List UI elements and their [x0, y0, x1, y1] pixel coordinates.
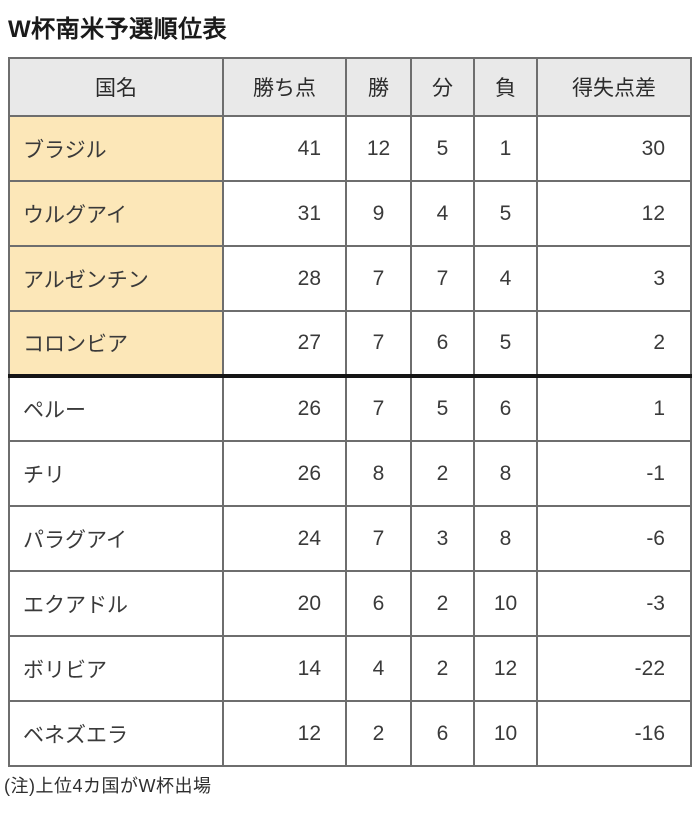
column-header-win: 勝 [345, 57, 412, 117]
table-row: パラグアイ 24 7 3 8 -6 [8, 505, 692, 572]
country-cell: コロンビア [8, 310, 224, 378]
draw-cell: 2 [410, 635, 475, 702]
draw-cell: 6 [410, 310, 475, 378]
win-cell: 8 [345, 440, 412, 507]
points-cell: 27 [222, 310, 347, 378]
table-row: アルゼンチン 28 7 7 4 3 [8, 245, 692, 312]
goal-diff-cell: -16 [536, 700, 692, 767]
country-cell: アルゼンチン [8, 245, 224, 312]
loss-cell: 10 [473, 570, 538, 637]
draw-cell: 3 [410, 505, 475, 572]
points-cell: 24 [222, 505, 347, 572]
draw-cell: 7 [410, 245, 475, 312]
loss-cell: 8 [473, 440, 538, 507]
goal-diff-cell: 1 [536, 375, 692, 442]
win-cell: 4 [345, 635, 412, 702]
country-cell: ベネズエラ [8, 700, 224, 767]
points-cell: 31 [222, 180, 347, 247]
win-cell: 7 [345, 505, 412, 572]
draw-cell: 5 [410, 375, 475, 442]
table-row: ボリビア 14 4 2 12 -22 [8, 635, 692, 702]
table-row: ブラジル 41 12 5 1 30 [8, 115, 692, 182]
goal-diff-cell: -22 [536, 635, 692, 702]
loss-cell: 10 [473, 700, 538, 767]
goal-diff-cell: 30 [536, 115, 692, 182]
country-cell: パラグアイ [8, 505, 224, 572]
table-row-qualification-cutoff: コロンビア 27 7 6 5 2 [8, 310, 692, 378]
header-row: 国名 勝ち点 勝 分 負 得失点差 [8, 57, 692, 117]
column-header-points: 勝ち点 [222, 57, 347, 117]
draw-cell: 2 [410, 570, 475, 637]
country-cell: ボリビア [8, 635, 224, 702]
loss-cell: 5 [473, 310, 538, 378]
goal-diff-cell: -1 [536, 440, 692, 507]
win-cell: 12 [345, 115, 412, 182]
country-cell: ウルグアイ [8, 180, 224, 247]
country-cell: チリ [8, 440, 224, 507]
win-cell: 9 [345, 180, 412, 247]
standings-table: 国名 勝ち点 勝 分 負 得失点差 ブラジル 41 12 5 1 30 ウルグア… [8, 57, 692, 767]
draw-cell: 6 [410, 700, 475, 767]
loss-cell: 1 [473, 115, 538, 182]
goal-diff-cell: 2 [536, 310, 692, 378]
table-header: 国名 勝ち点 勝 分 負 得失点差 [8, 57, 692, 117]
draw-cell: 5 [410, 115, 475, 182]
table-body: ブラジル 41 12 5 1 30 ウルグアイ 31 9 4 5 12 アルゼン… [8, 115, 692, 767]
points-cell: 12 [222, 700, 347, 767]
win-cell: 7 [345, 245, 412, 312]
table-row: ペルー 26 7 5 6 1 [8, 375, 692, 442]
goal-diff-cell: 12 [536, 180, 692, 247]
goal-diff-cell: -6 [536, 505, 692, 572]
footnote: (注)上位4カ国がW杯出場 [4, 776, 212, 796]
draw-cell: 2 [410, 440, 475, 507]
win-cell: 7 [345, 375, 412, 442]
loss-cell: 6 [473, 375, 538, 442]
points-cell: 26 [222, 375, 347, 442]
table-row: ベネズエラ 12 2 6 10 -16 [8, 700, 692, 767]
win-cell: 2 [345, 700, 412, 767]
table-row: エクアドル 20 6 2 10 -3 [8, 570, 692, 637]
goal-diff-cell: -3 [536, 570, 692, 637]
points-cell: 26 [222, 440, 347, 507]
loss-cell: 5 [473, 180, 538, 247]
goal-diff-cell: 3 [536, 245, 692, 312]
points-cell: 14 [222, 635, 347, 702]
loss-cell: 8 [473, 505, 538, 572]
win-cell: 7 [345, 310, 412, 378]
draw-cell: 4 [410, 180, 475, 247]
points-cell: 28 [222, 245, 347, 312]
table-row: ウルグアイ 31 9 4 5 12 [8, 180, 692, 247]
column-header-country: 国名 [8, 57, 224, 117]
page-title: W杯南米予選順位表 [8, 16, 228, 43]
country-cell: エクアドル [8, 570, 224, 637]
country-cell: ペルー [8, 375, 224, 442]
loss-cell: 4 [473, 245, 538, 312]
country-cell: ブラジル [8, 115, 224, 182]
win-cell: 6 [345, 570, 412, 637]
table-row: チリ 26 8 2 8 -1 [8, 440, 692, 507]
points-cell: 20 [222, 570, 347, 637]
points-cell: 41 [222, 115, 347, 182]
column-header-draw: 分 [410, 57, 475, 117]
column-header-gd: 得失点差 [536, 57, 692, 117]
column-header-loss: 負 [473, 57, 538, 117]
loss-cell: 12 [473, 635, 538, 702]
